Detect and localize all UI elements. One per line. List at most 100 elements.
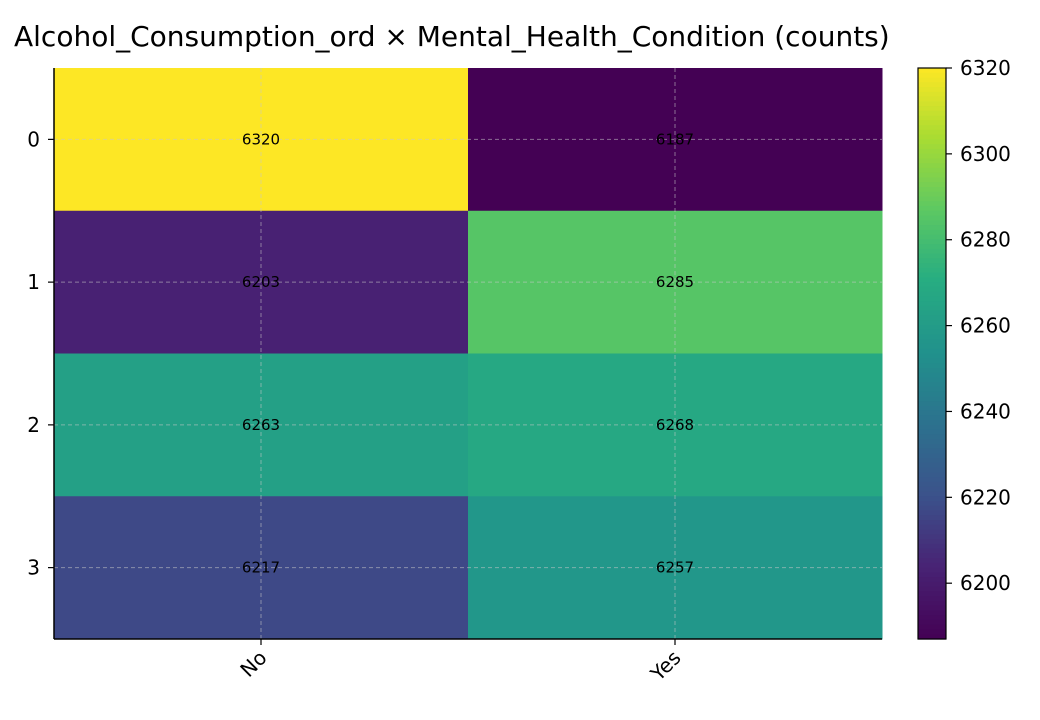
colorbar-segment xyxy=(918,548,946,554)
cell-value-label: 6187 xyxy=(656,130,694,148)
colorbar-segment xyxy=(918,405,946,412)
y-tick-label: 1 xyxy=(27,270,40,294)
colorbar-segment xyxy=(918,258,946,264)
colorbar-segment xyxy=(918,324,946,331)
colorbar-segment xyxy=(918,305,946,312)
colorbar-segment xyxy=(918,286,946,293)
colorbar-segment xyxy=(918,363,946,369)
colorbar-segment xyxy=(918,553,946,559)
cell-value-label: 6320 xyxy=(242,130,280,148)
colorbar-segment xyxy=(918,600,946,607)
colorbar-segment xyxy=(918,610,946,616)
cell-value-label: 6263 xyxy=(242,416,280,434)
colorbar-segment xyxy=(918,91,946,98)
colorbar-segment xyxy=(918,539,946,545)
colorbar-segment xyxy=(918,272,946,278)
colorbar-segment xyxy=(918,358,946,364)
colorbar-tick-label: 6300 xyxy=(960,142,1011,166)
colorbar-segment xyxy=(918,577,946,583)
colorbar-segment xyxy=(918,467,946,474)
colorbar-segment xyxy=(918,472,946,478)
colorbar: 6200 6220 6240 6260 6280 6300 6320 xyxy=(917,56,1011,640)
chart-title: Alcohol_Consumption_ord × Mental_Health_… xyxy=(14,20,890,53)
colorbar-segment xyxy=(918,453,946,459)
colorbar-segment xyxy=(918,558,946,564)
colorbar-segment xyxy=(918,329,946,336)
colorbar-segment xyxy=(918,420,946,426)
colorbar-segment xyxy=(918,434,946,440)
colorbar-segment xyxy=(918,410,946,416)
colorbar-segment xyxy=(918,234,946,240)
colorbar-segment xyxy=(918,253,946,259)
colorbar-segment xyxy=(918,520,946,526)
heatmap-cells xyxy=(54,68,883,640)
colorbar-segment xyxy=(918,225,946,231)
colorbar-segment xyxy=(918,353,946,359)
colorbar-segment xyxy=(918,462,946,469)
y-tick-label: 0 xyxy=(27,127,40,151)
colorbar-segment xyxy=(918,372,946,378)
colorbar-segment xyxy=(918,229,946,236)
colorbar-segment xyxy=(918,562,946,569)
colorbar-segment xyxy=(918,186,946,193)
colorbar-segment xyxy=(918,239,946,245)
colorbar-segment xyxy=(918,524,946,531)
colorbar-segment xyxy=(918,77,946,83)
colorbar-segment xyxy=(918,215,946,221)
x-tick-label: Yes xyxy=(645,646,686,687)
colorbar-segment xyxy=(918,510,946,516)
colorbar-segment xyxy=(918,163,946,169)
cell-value-label: 6268 xyxy=(656,416,694,434)
colorbar-segment xyxy=(918,477,946,483)
colorbar-segment xyxy=(918,339,946,345)
colorbar-segment xyxy=(918,448,946,455)
colorbar-segment xyxy=(918,248,946,255)
colorbar-segment xyxy=(918,415,946,421)
colorbar-segment xyxy=(918,605,946,612)
colorbar-segment xyxy=(918,386,946,393)
colorbar-segment xyxy=(918,320,946,326)
colorbar-segment xyxy=(918,82,946,88)
colorbar-segment xyxy=(918,110,946,117)
colorbar-segment xyxy=(918,382,946,388)
y-tick-label: 2 xyxy=(27,413,40,437)
colorbar-segment xyxy=(918,296,946,302)
grid-lines xyxy=(54,68,882,639)
colorbar-segment xyxy=(918,334,946,340)
colorbar-segment xyxy=(918,134,946,140)
colorbar-segment xyxy=(918,68,946,74)
cell-value-label: 6285 xyxy=(656,273,694,291)
colorbar-segment xyxy=(918,144,946,150)
colorbar-segment xyxy=(918,586,946,593)
colorbar-segment xyxy=(918,491,946,497)
colorbar-segment xyxy=(918,182,946,188)
colorbar-segment xyxy=(918,210,946,217)
colorbar-segment xyxy=(918,348,946,355)
colorbar-tick-label: 6200 xyxy=(960,571,1011,595)
colorbar-segment xyxy=(918,443,946,450)
cell-labels: 6320 6187 6203 6285 6263 6268 6217 6257 xyxy=(242,130,694,576)
colorbar-segment xyxy=(918,458,946,464)
colorbar-segment xyxy=(918,581,946,588)
colorbar-tick-label: 6320 xyxy=(960,56,1011,80)
colorbar-segment xyxy=(918,125,946,131)
colorbar-segment xyxy=(918,282,946,288)
colorbar-segment xyxy=(918,301,946,307)
colorbar-segment xyxy=(918,501,946,507)
colorbar-frame xyxy=(917,67,947,640)
colorbar-segment xyxy=(918,153,946,160)
colorbar-tick-label: 6260 xyxy=(960,314,1011,338)
colorbar-segment xyxy=(918,201,946,207)
colorbar-segment xyxy=(918,167,946,174)
colorbar-segment xyxy=(918,367,946,374)
colorbar-segment xyxy=(918,191,946,198)
colorbar-segment xyxy=(918,244,946,250)
colorbar-segment xyxy=(918,624,946,631)
colorbar-segment xyxy=(918,567,946,573)
colorbar-segment xyxy=(918,543,946,550)
colorbar-segment xyxy=(918,377,946,383)
colorbar-segment xyxy=(918,391,946,397)
colorbar-segment xyxy=(918,596,946,602)
colorbar-segment xyxy=(918,148,946,155)
